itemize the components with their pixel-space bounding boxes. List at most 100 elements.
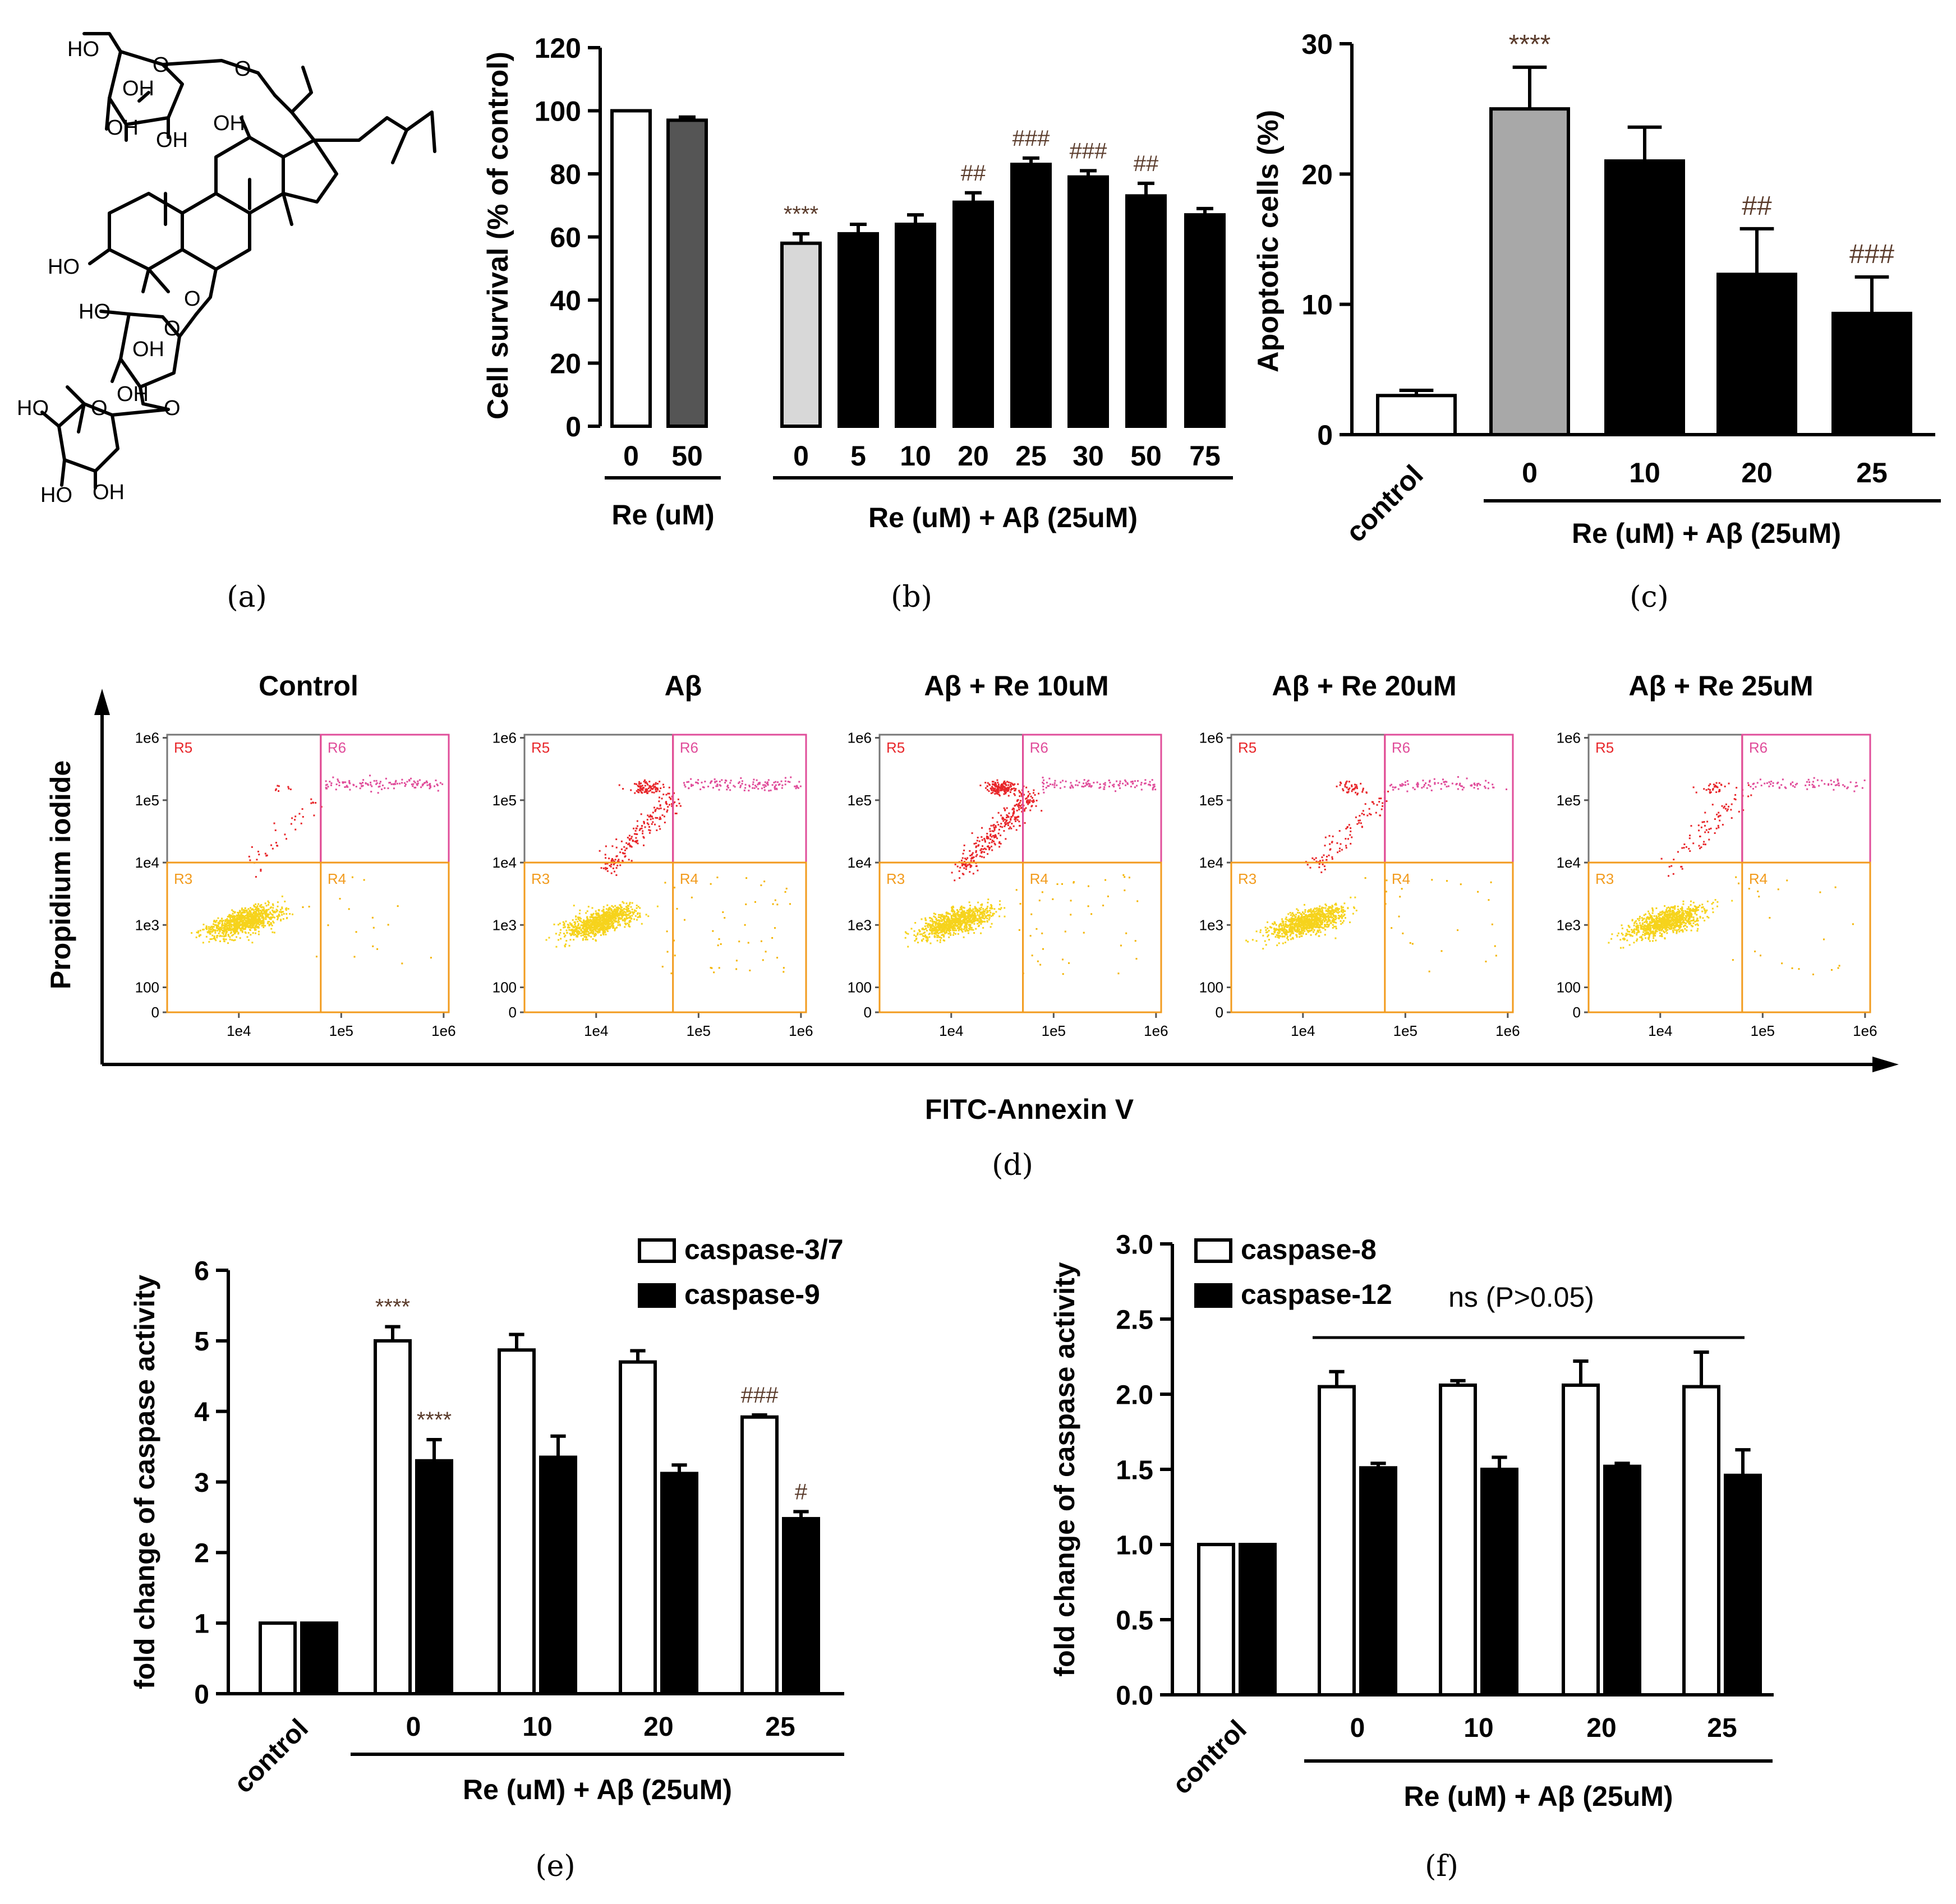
late-apoptotic-dot (1115, 790, 1117, 792)
live-cell-dot (1272, 923, 1274, 925)
live-cell-dot (947, 916, 949, 918)
live-cell-dot (979, 916, 981, 919)
late-apoptotic-dot (1130, 781, 1133, 783)
necrotic-dot (654, 810, 656, 812)
early-apoptotic-dot (774, 927, 776, 929)
live-cell-dot (591, 924, 593, 926)
necrotic-dot (1019, 805, 1021, 807)
necrotic-cluster-dot (994, 790, 996, 792)
live-cell-dot (629, 920, 632, 923)
live-cell-dot (981, 914, 983, 916)
live-cell-dot (237, 918, 239, 920)
live-cell-dot (1296, 918, 1298, 920)
live-cell-dot (233, 916, 236, 919)
live-cell-dot (243, 919, 245, 921)
live-cell-dot (989, 926, 992, 928)
live-cell-dot (1314, 917, 1316, 919)
early-apoptotic-dot (711, 967, 713, 969)
live-cell-dot (1334, 937, 1337, 939)
live-cell-dot (922, 938, 924, 940)
necrotic-cluster-dot (1004, 792, 1006, 795)
live-cell-dot (1290, 917, 1292, 919)
live-cell-dot (951, 910, 953, 912)
live-cell-dot (605, 923, 607, 925)
live-cell-dot (941, 934, 943, 936)
live-cell-dot (246, 923, 248, 925)
necrotic-dot (990, 824, 992, 827)
late-apoptotic-dot (1043, 782, 1045, 785)
live-cell-dot (922, 935, 924, 937)
live-cell-dot (964, 914, 967, 916)
live-cell-dot (1308, 921, 1310, 923)
live-cell-dot (1285, 921, 1287, 923)
live-cell-dot (1335, 909, 1337, 911)
live-cell-dot (1304, 922, 1306, 924)
live-cell-dot (1301, 935, 1303, 937)
live-cell-dot (607, 919, 610, 921)
necrotic-dot (646, 822, 648, 824)
live-cell-dot (1315, 914, 1317, 916)
necrotic-dot (659, 818, 661, 820)
atom-label: O (234, 57, 251, 81)
necrotic-dot (648, 826, 651, 828)
live-cell-dot (209, 930, 211, 933)
y-tick-label: 1e6 (135, 730, 159, 746)
live-cell-dot (938, 923, 940, 925)
necrotic-cluster-dot (984, 787, 987, 789)
late-apoptotic-dot (352, 783, 355, 786)
live-cell-dot (622, 910, 624, 912)
live-cell-dot (609, 927, 611, 929)
live-cell-dot (592, 916, 594, 919)
live-cell-dot (246, 912, 248, 915)
late-apoptotic-dot (1053, 784, 1056, 786)
live-cell-dot (607, 914, 610, 916)
live-cell-dot (616, 911, 619, 913)
live-cell-dot (1297, 921, 1300, 924)
live-cell-dot (949, 923, 951, 925)
live-cell-dot (232, 912, 234, 915)
live-cell-dot (575, 928, 577, 930)
late-apoptotic-dot (1090, 785, 1093, 787)
necrotic-cluster-dot (646, 792, 648, 794)
necrotic-cluster-dot (655, 783, 657, 785)
live-cell-dot (1311, 922, 1313, 924)
live-cell-dot (944, 928, 946, 930)
live-cell-dot (598, 914, 600, 916)
live-cell-dot (251, 909, 253, 911)
live-cell-dot (1338, 917, 1340, 919)
live-cell-dot (215, 926, 218, 928)
live-cell-dot (224, 930, 226, 932)
live-cell-dot (981, 921, 983, 923)
live-cell-dot (1296, 908, 1298, 910)
necrotic-cluster-dot (645, 789, 647, 791)
necrotic-cluster-dot (645, 790, 647, 792)
group-label: Re (uM) (611, 499, 714, 531)
live-cell-dot (256, 921, 259, 923)
live-cell-dot (1294, 920, 1296, 922)
live-cell-dot (1285, 934, 1287, 936)
live-cell-dot (924, 928, 927, 930)
late-apoptotic-dot (1140, 789, 1143, 791)
live-cell-dot (968, 911, 970, 913)
necrotic-dot (1025, 807, 1027, 809)
live-cell-dot (557, 924, 559, 926)
live-cell-dot (937, 934, 940, 937)
live-cell-dot (1322, 921, 1324, 923)
live-cell-dot (596, 926, 599, 929)
necrotic-cluster-dot (1005, 791, 1007, 794)
y-tick-label: 80 (550, 159, 581, 190)
necrotic-dot (1013, 808, 1015, 810)
late-apoptotic-dot (683, 782, 685, 784)
live-cell-dot (947, 923, 950, 925)
live-cell-dot (213, 929, 215, 931)
live-cell-dot (292, 913, 294, 915)
live-cell-dot (1321, 922, 1323, 924)
live-cell-dot (241, 918, 243, 920)
live-cell-dot (595, 939, 597, 941)
live-cell-dot (944, 924, 946, 926)
event-dots (904, 776, 1157, 975)
early-apoptotic-dot (372, 945, 374, 947)
live-cell-dot (252, 915, 254, 917)
live-cell-dot (277, 905, 279, 907)
